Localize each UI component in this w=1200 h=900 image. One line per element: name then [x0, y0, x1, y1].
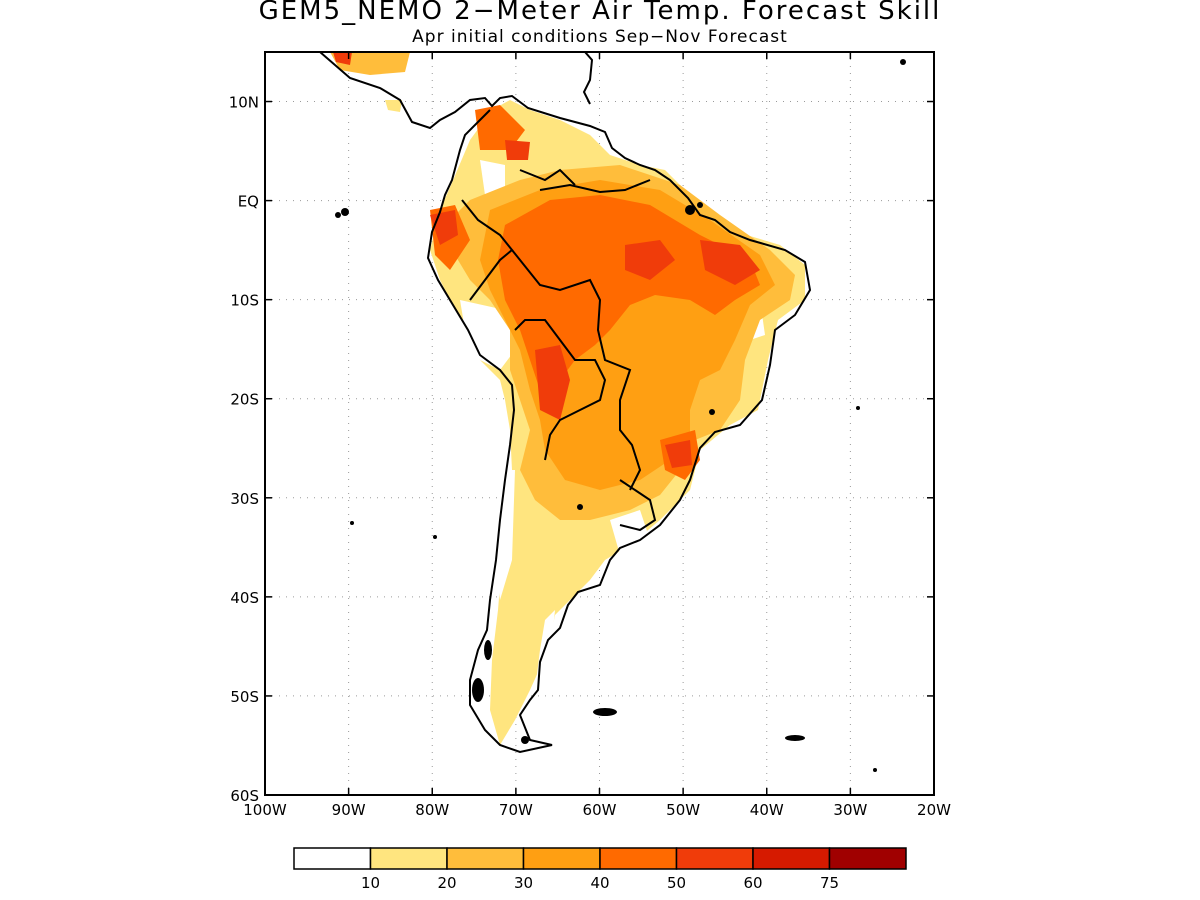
skill-region-50 [498, 195, 760, 410]
map-subtitle: Apr initial conditions Sep−Nov Forecast [412, 27, 788, 47]
colorbar-swatch [446, 847, 525, 870]
lat-tick-label: 40S [230, 589, 259, 607]
colorbar: 10 20 30 40 50 60 75 [293, 847, 907, 892]
skill-region-white [495, 470, 515, 600]
lat-tick-label: 60S [230, 787, 259, 805]
coastline [319, 52, 812, 754]
colorbar-label: 50 [667, 874, 686, 892]
colorbar-label: 75 [820, 874, 839, 892]
skill-region-50 [475, 105, 525, 150]
skill-region-central-america [385, 100, 402, 112]
colorbar-label: 20 [437, 874, 456, 892]
skill-region-60 [535, 345, 570, 420]
lat-tick-label: 50S [230, 688, 259, 706]
colorbar-swatch [599, 847, 678, 870]
lat-tick-label: 10S [230, 292, 259, 310]
lat-tick-label: 30S [230, 490, 259, 508]
colorbar-label: 30 [514, 874, 533, 892]
skill-region-white [480, 160, 505, 195]
colorbar-label: 40 [590, 874, 609, 892]
colorbar-swatch [369, 847, 448, 870]
lon-tick-label: 90W [332, 801, 366, 819]
islands [335, 59, 906, 772]
skill-region-white [610, 510, 650, 555]
colorbar-swatch [828, 847, 907, 870]
lon-tick-label: 40W [750, 801, 784, 819]
lat-tick-label: 10N [229, 94, 259, 112]
colorbar-swatch [522, 847, 601, 870]
lat-tick-label: 20S [230, 391, 259, 409]
colorbar-label: 60 [743, 874, 762, 892]
lon-tick-label: 30W [833, 801, 867, 819]
skill-region-white [460, 300, 515, 370]
lon-tick-label: 80W [415, 801, 449, 819]
map-title: GEM5_NEMO 2−Meter Air Temp. Forecast Ski… [258, 0, 942, 26]
lat-tick-label: EQ [238, 193, 259, 211]
lon-tick-label: 20W [917, 801, 951, 819]
skill-region-60 [505, 140, 530, 160]
colorbar-swatch [752, 847, 831, 870]
colorbar-swatch [293, 847, 372, 870]
colorbar-swatch [675, 847, 754, 870]
colorbar-label: 10 [361, 874, 380, 892]
skill-region-60 [700, 240, 760, 285]
skill-region-60 [625, 240, 675, 280]
lon-tick-label: 60W [583, 801, 617, 819]
lon-tick-label: 70W [499, 801, 533, 819]
lon-tick-label: 100W [243, 801, 287, 819]
skill-region-60 [665, 440, 692, 468]
skill-region-central-america [333, 52, 352, 65]
skill-field [319, 52, 906, 772]
lon-tick-label: 50W [666, 801, 700, 819]
